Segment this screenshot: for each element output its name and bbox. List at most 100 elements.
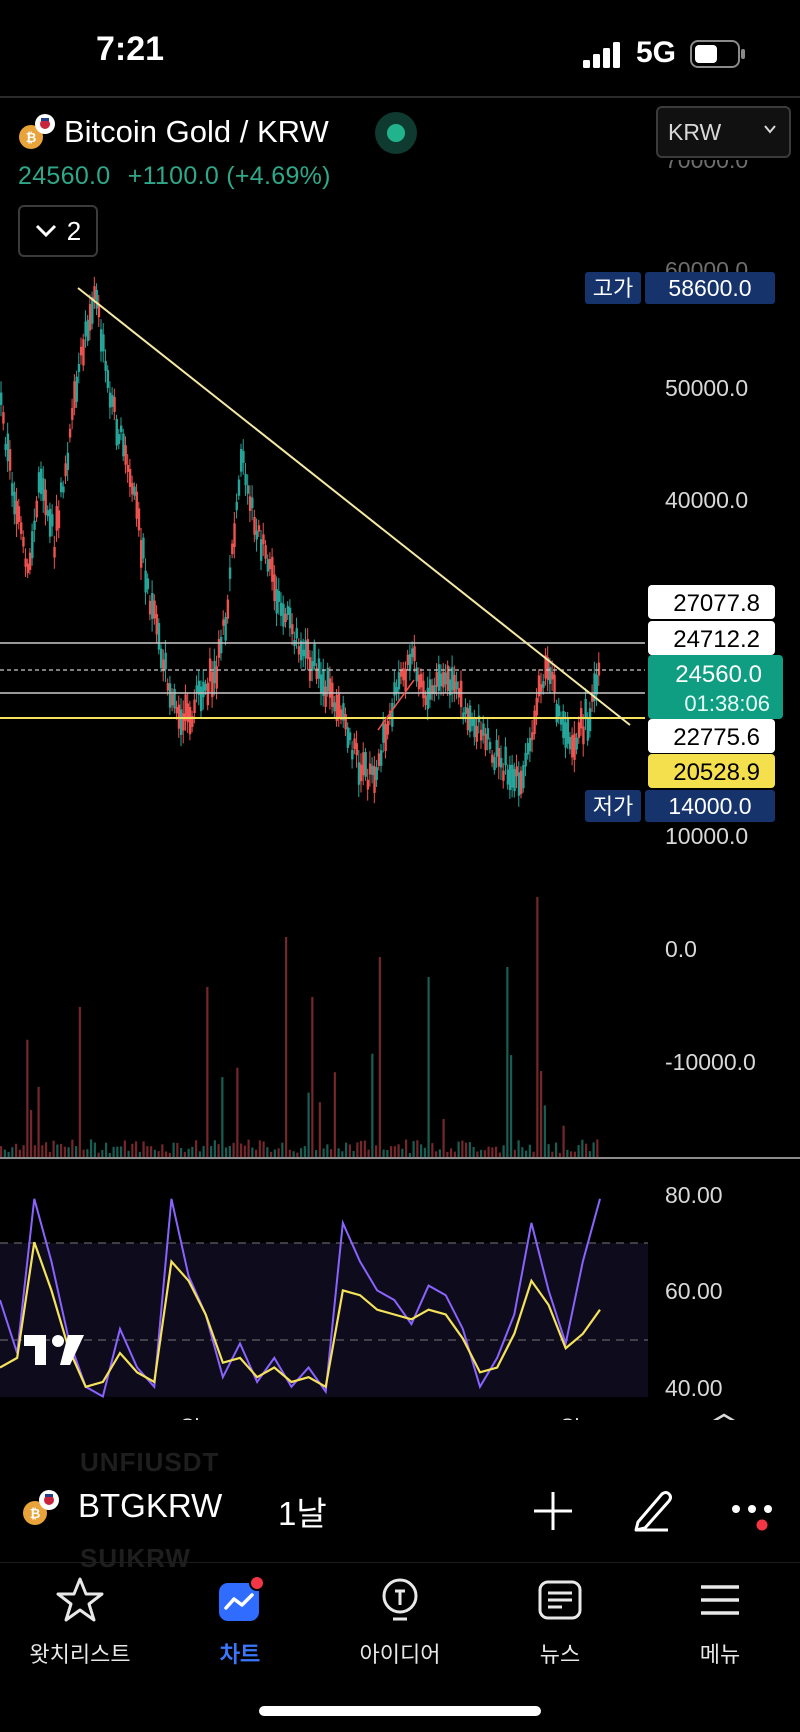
low-price-tag-bg xyxy=(585,790,641,822)
volume-bar xyxy=(195,1140,198,1157)
volume-bar xyxy=(258,1140,261,1157)
volume-bar xyxy=(172,1142,175,1157)
candle-body xyxy=(168,683,172,708)
signal-strength-icon xyxy=(583,42,620,68)
volume-bar xyxy=(296,1152,299,1157)
candle-body xyxy=(122,433,125,457)
volume-bar xyxy=(502,1145,505,1157)
currency-select[interactable]: KRW xyxy=(656,106,791,158)
tab-news[interactable]: 뉴스 xyxy=(480,1575,640,1675)
candle-body xyxy=(442,671,445,688)
candle-body xyxy=(171,694,174,706)
chevron-down-icon xyxy=(35,224,56,238)
volume-bar xyxy=(33,1145,36,1157)
current-price-countdown: 01:38:06 xyxy=(684,691,770,716)
candle-body xyxy=(46,510,50,517)
candle-body xyxy=(513,769,516,792)
candle-body xyxy=(440,673,443,687)
volume-bar xyxy=(348,1144,351,1157)
candle-body xyxy=(146,578,150,590)
candle-body xyxy=(522,765,525,789)
volume-bar xyxy=(142,1141,145,1157)
candle-body xyxy=(142,537,145,559)
currency-select-value: KRW xyxy=(668,118,722,145)
drawing-pen-icon[interactable] xyxy=(628,1484,678,1534)
candle-body xyxy=(2,412,5,424)
candle-body xyxy=(420,673,423,688)
tab-watchlist[interactable]: 왓치리스트 xyxy=(0,1575,160,1675)
candle-body xyxy=(320,674,323,694)
candle-body xyxy=(162,659,165,672)
volume-bar xyxy=(517,1140,520,1157)
tab-label: 아이디어 xyxy=(359,1642,441,1667)
candle-body xyxy=(355,743,358,756)
volume-bar xyxy=(446,1151,449,1157)
volume-bar xyxy=(333,1072,336,1157)
candle-body xyxy=(448,679,452,696)
interval-button[interactable]: 1날 xyxy=(278,1495,327,1532)
candle-body xyxy=(95,289,98,309)
candle-body xyxy=(62,486,65,493)
candle-body xyxy=(280,602,283,616)
candle-body xyxy=(462,712,465,720)
candle-body xyxy=(55,506,58,531)
volume-bar xyxy=(206,987,209,1157)
volume-bar xyxy=(581,1139,584,1157)
candle-body xyxy=(331,682,334,707)
tab-chart[interactable]: 차트 xyxy=(160,1575,320,1675)
indicator-toggle-button[interactable]: 2 xyxy=(18,205,98,257)
volume-bar xyxy=(187,1148,190,1157)
symbol-title: Bitcoin Gold / KRW xyxy=(64,114,329,149)
candle-body xyxy=(597,662,601,676)
volume-bar xyxy=(558,1152,561,1157)
candle-body xyxy=(53,546,56,558)
more-options-icon[interactable] xyxy=(728,1495,778,1535)
candle-body xyxy=(540,684,543,692)
candle-body xyxy=(153,600,156,619)
volume-bar xyxy=(105,1142,108,1157)
tab-label: 왓치리스트 xyxy=(29,1642,131,1667)
volume-bar xyxy=(116,1146,119,1157)
ghost-symbol-1: UNFIUSDT xyxy=(80,1447,220,1477)
toolbar-symbol-button[interactable]: BTGKRW xyxy=(78,1487,223,1524)
volume-bar xyxy=(191,1146,194,1157)
time-axis-label: 2023 xyxy=(348,1416,401,1420)
volume-bar xyxy=(498,1152,501,1157)
symbol-header[interactable]: ₿ Bitcoin Gold / KRW xyxy=(18,110,329,154)
volume-bar xyxy=(300,1148,303,1157)
tab-menu[interactable]: 메뉴 xyxy=(640,1575,800,1675)
last-price: 24560.0 xyxy=(18,162,111,190)
price-axis-label: 10000.0 xyxy=(665,823,748,849)
tab-ideas[interactable]: 아이디어 xyxy=(320,1575,480,1675)
candle-body xyxy=(364,752,367,777)
candle-body xyxy=(115,419,118,446)
candle-body xyxy=(528,737,532,752)
price-chart[interactable]: 50000.0 40000.0 10000.0 0.0 -10000.0 70000.0 6… xyxy=(0,160,800,1420)
candle-body xyxy=(508,764,512,790)
volume-bar xyxy=(532,1151,535,1157)
volume-bar xyxy=(375,1145,378,1157)
volume-bar xyxy=(468,1142,471,1157)
indicator-count: 2 xyxy=(66,215,82,246)
idea-bulb-icon xyxy=(382,1578,418,1621)
add-plus-icon[interactable] xyxy=(530,1488,576,1534)
star-icon xyxy=(56,1577,104,1622)
candle-body xyxy=(157,623,161,650)
volume-bar xyxy=(318,1102,321,1157)
volume-bar xyxy=(393,1146,396,1157)
candle-body xyxy=(502,770,505,781)
candle-body xyxy=(133,486,136,496)
candle-body xyxy=(582,726,585,745)
candle-body xyxy=(24,558,27,567)
candle-body xyxy=(548,667,552,684)
candle-body xyxy=(568,736,572,750)
volume-bar xyxy=(303,1146,306,1157)
candle-body xyxy=(428,679,432,700)
volume-bar xyxy=(247,1139,250,1157)
candle-body xyxy=(393,682,396,696)
candle-body xyxy=(226,599,230,619)
candle-body xyxy=(73,381,76,409)
candle-body xyxy=(437,664,441,691)
live-dot-icon xyxy=(387,124,405,142)
candle-body xyxy=(377,753,381,766)
